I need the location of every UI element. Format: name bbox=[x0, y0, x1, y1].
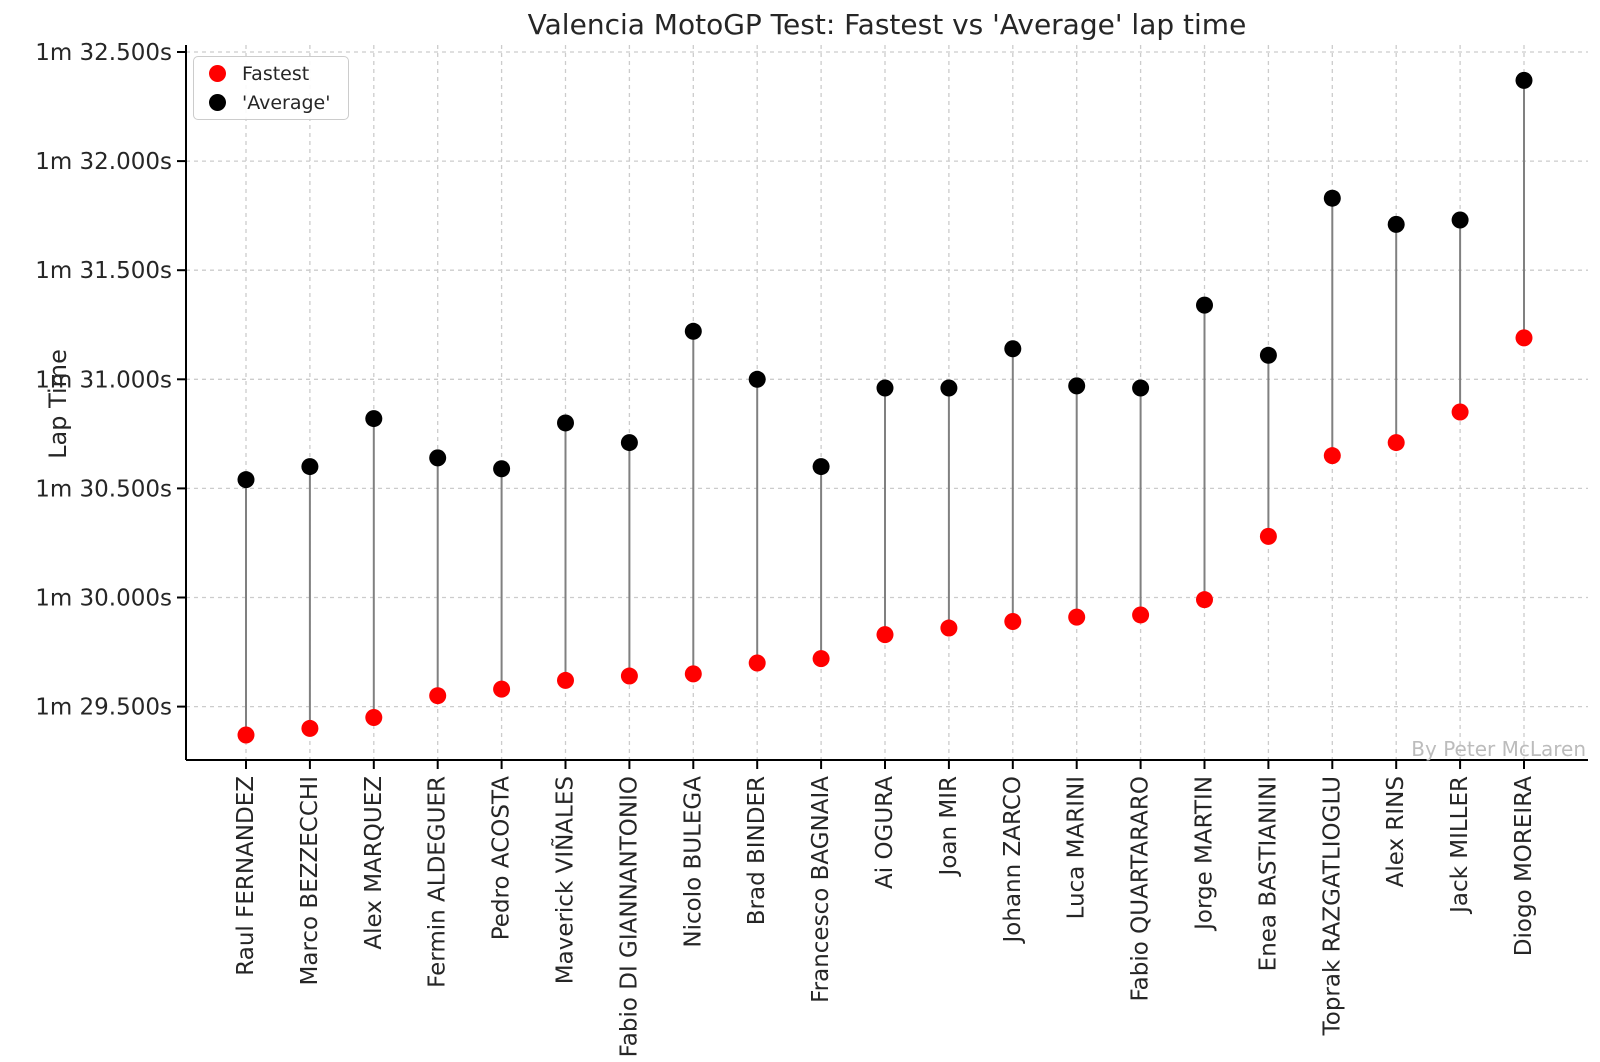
fastest-dot bbox=[237, 726, 255, 744]
y-tick-label: 1m 30.500s bbox=[35, 476, 172, 502]
x-tick-label-rider: Diogo MOREIRA bbox=[1511, 776, 1537, 956]
x-tick-label-rider: Joan MIR bbox=[936, 776, 962, 877]
fastest-dot bbox=[940, 619, 958, 637]
y-tick-label: 1m 31.000s bbox=[35, 367, 172, 393]
y-tick-label: 1m 31.500s bbox=[35, 258, 172, 284]
x-tick-label-rider: Fabio DI GIANNANTONIO bbox=[616, 776, 642, 1057]
x-tick-label-rider: Maverick VIÑALES bbox=[551, 776, 579, 984]
x-tick-label-rider: Francesco BAGNAIA bbox=[808, 776, 834, 1003]
fastest-dot bbox=[1196, 591, 1213, 609]
fastest-dot bbox=[1387, 434, 1405, 452]
legend: Fastest 'Average' bbox=[193, 56, 349, 120]
average-dot bbox=[237, 471, 255, 489]
fastest-dot bbox=[1068, 608, 1086, 626]
chart-title: Valencia MotoGP Test: Fastest vs 'Averag… bbox=[527, 8, 1247, 41]
y-axis-title: Lap Time bbox=[44, 349, 72, 459]
watermark-credit: By Peter McLaren bbox=[1411, 737, 1586, 761]
legend-label-fastest: Fastest bbox=[242, 62, 310, 85]
fastest-dot bbox=[1004, 613, 1022, 631]
average-dot bbox=[301, 458, 319, 476]
fastest-dot bbox=[1323, 447, 1341, 465]
average-dot bbox=[620, 434, 638, 452]
x-tick-label-rider: Ai OGURA bbox=[872, 776, 898, 889]
average-dot bbox=[1387, 215, 1405, 233]
legend-item-fastest: Fastest bbox=[209, 63, 348, 85]
x-tick-label-rider: Jack MILLER bbox=[1447, 776, 1473, 915]
fastest-marker-icon bbox=[209, 65, 226, 82]
x-tick-label-rider: Alex RINS bbox=[1383, 776, 1409, 887]
y-tick-label: 1m 29.500s bbox=[35, 695, 172, 721]
average-dot bbox=[812, 458, 830, 476]
fastest-dot bbox=[493, 680, 511, 698]
average-dot bbox=[876, 379, 894, 397]
x-tick-label-rider: Fermin ALDEGUER bbox=[425, 776, 451, 988]
average-dot bbox=[1132, 379, 1150, 397]
average-dot bbox=[940, 379, 958, 397]
fastest-dot bbox=[1259, 527, 1277, 545]
x-tick-label-rider: Johann ZARCO bbox=[1000, 776, 1026, 944]
average-dot bbox=[1068, 377, 1086, 395]
x-tick-label-rider: Enea BASTIANINI bbox=[1255, 776, 1281, 971]
fastest-dot bbox=[365, 709, 383, 727]
average-dot bbox=[1196, 296, 1213, 314]
y-tick-label: 1m 32.000s bbox=[35, 149, 172, 175]
legend-label-average: 'Average' bbox=[242, 91, 331, 114]
x-tick-label-rider: Marco BEZZECCHI bbox=[297, 776, 323, 985]
fastest-dot bbox=[876, 626, 894, 644]
average-marker-icon bbox=[209, 94, 226, 111]
y-tick-label: 1m 32.500s bbox=[35, 40, 172, 66]
average-dot bbox=[1515, 71, 1533, 89]
x-tick-label-rider: Nicolo BULEGA bbox=[680, 776, 706, 948]
fastest-dot bbox=[812, 650, 830, 668]
x-tick-label-rider: Luca MARINI bbox=[1064, 776, 1090, 919]
x-tick-label-rider: Toprak RAZGATLIOGLU bbox=[1319, 776, 1345, 1036]
fastest-dot bbox=[748, 654, 766, 672]
fastest-dot bbox=[1515, 329, 1533, 347]
average-dot bbox=[1004, 340, 1022, 358]
average-dot bbox=[429, 449, 447, 467]
fastest-dot bbox=[684, 665, 702, 683]
fastest-dot bbox=[301, 719, 319, 737]
average-dot bbox=[493, 460, 511, 478]
fastest-dot bbox=[1451, 403, 1469, 421]
average-dot bbox=[1451, 211, 1469, 229]
x-tick-label-rider: Pedro ACOSTA bbox=[489, 776, 515, 940]
average-dot bbox=[365, 410, 383, 428]
average-dot bbox=[684, 322, 702, 340]
x-tick-label-rider: Brad BINDER bbox=[744, 776, 770, 925]
fastest-dot bbox=[1132, 606, 1150, 624]
average-dot bbox=[748, 370, 766, 388]
x-tick-label-rider: Alex MARQUEZ bbox=[361, 776, 387, 950]
fastest-dot bbox=[557, 671, 574, 689]
x-tick-label-rider: Fabio QUARTARARO bbox=[1128, 776, 1154, 1001]
average-dot bbox=[1323, 189, 1341, 207]
y-tick-label: 1m 30.000s bbox=[35, 586, 172, 612]
average-dot bbox=[1259, 346, 1277, 364]
legend-item-average: 'Average' bbox=[209, 92, 348, 114]
fastest-dot bbox=[620, 667, 638, 685]
average-dot bbox=[557, 414, 574, 432]
x-tick-label-rider: Raul FERNANDEZ bbox=[233, 776, 259, 976]
fastest-dot bbox=[429, 687, 447, 705]
x-tick-label-rider: Jorge MARTIN bbox=[1192, 776, 1218, 932]
